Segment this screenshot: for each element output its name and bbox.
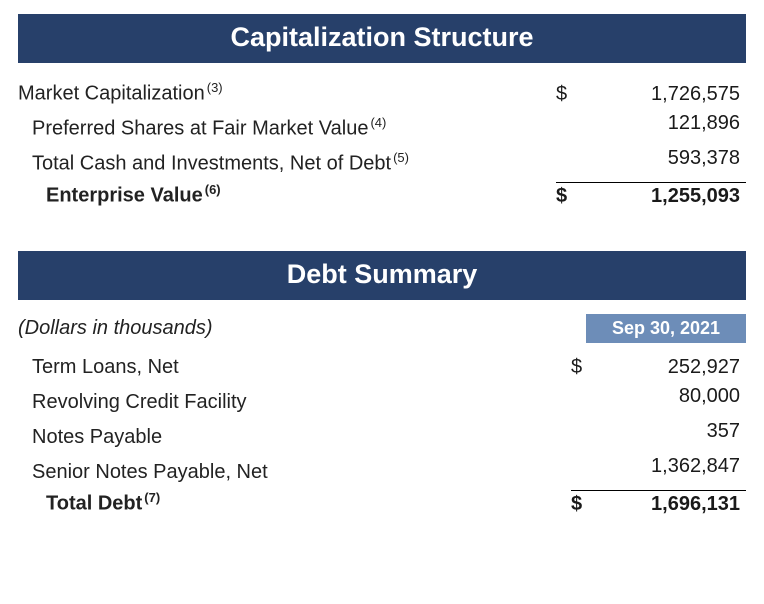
currency-symbol: $ (571, 493, 589, 516)
cap-structure-header: Capitalization Structure (18, 14, 746, 63)
currency-symbol (571, 455, 589, 478)
label-text: Market Capitalization (18, 83, 205, 105)
cap-structure-table: Market Capitalization(3) $ 1,726,575 Pre… (18, 77, 746, 211)
value-number: 121,896 (574, 112, 740, 135)
row-value: 1,362,847 (571, 455, 746, 478)
row-label: Senior Notes Payable, Net (18, 461, 571, 484)
currency-symbol (571, 420, 589, 443)
label-text: Term Loans, Net (32, 356, 179, 378)
label-text: Total Debt (46, 493, 142, 515)
label-text: Total Cash and Investments, Net of Debt (32, 153, 391, 175)
currency-symbol: $ (556, 185, 574, 208)
value-number: 1,255,093 (574, 185, 740, 208)
currency-symbol (556, 112, 574, 135)
row-label: Market Capitalization(3) (18, 80, 556, 106)
footnote: (7) (144, 490, 160, 505)
footnote: (5) (393, 150, 409, 165)
debt-summary-header: Debt Summary (18, 251, 746, 300)
row-value: 593,378 (556, 147, 746, 170)
table-row-total: Enterprise Value(6) $ 1,255,093 (18, 179, 746, 211)
table-row: Notes Payable 357 (18, 417, 746, 452)
row-value: 121,896 (556, 112, 746, 135)
row-label: Enterprise Value(6) (18, 182, 556, 208)
currency-symbol (571, 385, 589, 408)
value-number: 357 (589, 420, 740, 443)
label-text: Enterprise Value (46, 185, 203, 207)
row-value: 357 (571, 420, 746, 443)
row-label: Total Cash and Investments, Net of Debt(… (18, 150, 556, 176)
row-label: Preferred Shares at Fair Market Value(4) (18, 115, 556, 141)
row-value: $ 1,696,131 (571, 490, 746, 516)
table-row: Term Loans, Net $ 252,927 (18, 353, 746, 382)
currency-symbol: $ (571, 356, 589, 379)
label-text: Preferred Shares at Fair Market Value (32, 118, 368, 140)
value-number: 593,378 (574, 147, 740, 170)
table-row: Revolving Credit Facility 80,000 (18, 382, 746, 417)
footnote: (4) (370, 115, 386, 130)
row-label: Revolving Credit Facility (18, 391, 571, 414)
row-value: $ 1,726,575 (556, 83, 746, 106)
row-value: $ 252,927 (571, 356, 746, 379)
row-value: $ 1,255,093 (556, 182, 746, 208)
row-label: Notes Payable (18, 426, 571, 449)
units-label: (Dollars in thousands) (18, 317, 586, 340)
value-number: 1,696,131 (589, 493, 740, 516)
value-number: 1,726,575 (574, 83, 740, 106)
label-text: Revolving Credit Facility (32, 391, 247, 413)
currency-symbol (556, 147, 574, 170)
value-number: 80,000 (589, 385, 740, 408)
row-value: 80,000 (571, 385, 746, 408)
value-number: 252,927 (589, 356, 740, 379)
table-row: Total Cash and Investments, Net of Debt(… (18, 144, 746, 179)
table-row-total: Total Debt(7) $ 1,696,131 (18, 487, 746, 519)
table-row: Preferred Shares at Fair Market Value(4)… (18, 109, 746, 144)
debt-subheader: (Dollars in thousands) Sep 30, 2021 (18, 314, 746, 343)
table-row: Senior Notes Payable, Net 1,362,847 (18, 452, 746, 487)
footnote: (3) (207, 80, 223, 95)
currency-symbol: $ (556, 83, 574, 106)
debt-summary-table: Term Loans, Net $ 252,927 Revolving Cred… (18, 353, 746, 519)
date-badge: Sep 30, 2021 (586, 314, 746, 343)
table-row: Market Capitalization(3) $ 1,726,575 (18, 77, 746, 109)
footnote: (6) (205, 182, 221, 197)
row-label: Total Debt(7) (18, 490, 571, 516)
label-text: Notes Payable (32, 426, 162, 448)
row-label: Term Loans, Net (18, 356, 571, 379)
label-text: Senior Notes Payable, Net (32, 461, 268, 483)
value-number: 1,362,847 (589, 455, 740, 478)
